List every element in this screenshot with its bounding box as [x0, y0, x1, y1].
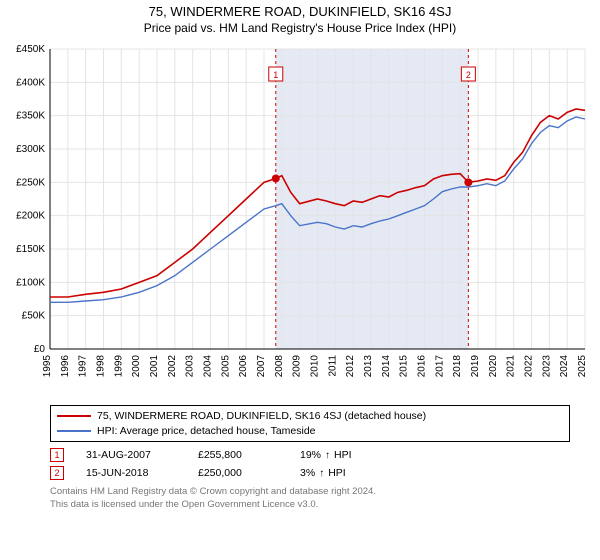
sale-row: 1 31-AUG-2007 £255,800 19% ↑ HPI [50, 446, 570, 464]
svg-text:2019: 2019 [470, 355, 481, 378]
svg-text:£300K: £300K [16, 144, 45, 155]
svg-text:2003: 2003 [185, 355, 196, 378]
svg-text:1: 1 [273, 70, 278, 80]
page-title: 75, WINDERMERE ROAD, DUKINFIELD, SK16 4S… [0, 0, 600, 19]
sale-date: 31-AUG-2007 [86, 449, 176, 461]
svg-text:2006: 2006 [238, 355, 249, 378]
legend-box: 75, WINDERMERE ROAD, DUKINFIELD, SK16 4S… [50, 405, 570, 442]
svg-text:2002: 2002 [167, 355, 178, 378]
svg-text:2018: 2018 [452, 355, 463, 378]
svg-text:£100K: £100K [16, 277, 45, 288]
legend-swatch [57, 415, 91, 417]
legend-row: HPI: Average price, detached house, Tame… [57, 424, 563, 439]
arrow-up-icon: ↑ [319, 468, 324, 479]
sale-diff: 3% ↑ HPI [300, 467, 390, 479]
svg-text:2010: 2010 [310, 355, 321, 378]
svg-text:2008: 2008 [274, 355, 285, 378]
page-subtitle: Price paid vs. HM Land Registry's House … [0, 19, 600, 39]
svg-text:2012: 2012 [345, 355, 356, 378]
svg-text:1995: 1995 [42, 355, 53, 378]
sales-table: 1 31-AUG-2007 £255,800 19% ↑ HPI 2 15-JUN-201… [50, 446, 570, 482]
svg-text:£150K: £150K [16, 244, 45, 255]
svg-text:£350K: £350K [16, 111, 45, 122]
svg-text:1999: 1999 [113, 355, 124, 378]
sale-price: £255,800 [198, 449, 278, 461]
svg-text:2013: 2013 [363, 355, 374, 378]
sale-marker: 1 [50, 448, 64, 462]
svg-text:1997: 1997 [78, 355, 89, 378]
svg-text:1996: 1996 [60, 355, 71, 378]
svg-text:£400K: £400K [16, 77, 45, 88]
sale-date: 15-JUN-2018 [86, 467, 176, 479]
footer-line: Contains HM Land Registry data © Crown c… [50, 486, 570, 498]
svg-text:2015: 2015 [399, 355, 410, 378]
svg-text:2022: 2022 [524, 355, 535, 378]
svg-text:2016: 2016 [417, 355, 428, 378]
price-chart: £0 £50K £100K £150K £200K £250K £300K £350K £400… [0, 39, 600, 399]
svg-text:£200K: £200K [16, 211, 45, 222]
svg-text:£50K: £50K [22, 311, 46, 322]
legend-row: 75, WINDERMERE ROAD, DUKINFIELD, SK16 4S… [57, 409, 563, 424]
svg-text:2023: 2023 [541, 355, 552, 378]
svg-text:£450K: £450K [16, 44, 45, 55]
sale-row: 2 15-JUN-2018 £250,000 3% ↑ HPI [50, 464, 570, 482]
svg-text:£250K: £250K [16, 177, 45, 188]
footer-line: This data is licensed under the Open Gov… [50, 499, 570, 511]
sale-price: £250,000 [198, 467, 278, 479]
sale-diff: 19% ↑ HPI [300, 449, 390, 461]
svg-text:2025: 2025 [577, 355, 588, 378]
svg-text:2017: 2017 [434, 355, 445, 378]
svg-text:£0: £0 [34, 344, 46, 355]
svg-text:1998: 1998 [96, 355, 107, 378]
svg-text:2024: 2024 [559, 355, 570, 378]
svg-text:2007: 2007 [256, 355, 267, 378]
svg-text:2014: 2014 [381, 355, 392, 378]
legend-swatch [57, 430, 91, 432]
svg-text:2021: 2021 [506, 355, 517, 378]
svg-text:2009: 2009 [292, 355, 303, 378]
footer-attribution: Contains HM Land Registry data © Crown c… [50, 486, 570, 511]
svg-text:2001: 2001 [149, 355, 160, 378]
sale-marker: 2 [50, 466, 64, 480]
legend-label: 75, WINDERMERE ROAD, DUKINFIELD, SK16 4S… [97, 409, 426, 424]
svg-text:2000: 2000 [131, 355, 142, 378]
svg-text:2005: 2005 [220, 355, 231, 378]
svg-text:2004: 2004 [203, 355, 214, 378]
svg-text:2: 2 [466, 70, 471, 80]
arrow-up-icon: ↑ [325, 450, 330, 461]
svg-text:2020: 2020 [488, 355, 499, 378]
legend-label: HPI: Average price, detached house, Tame… [97, 424, 316, 439]
svg-text:2011: 2011 [327, 355, 338, 377]
